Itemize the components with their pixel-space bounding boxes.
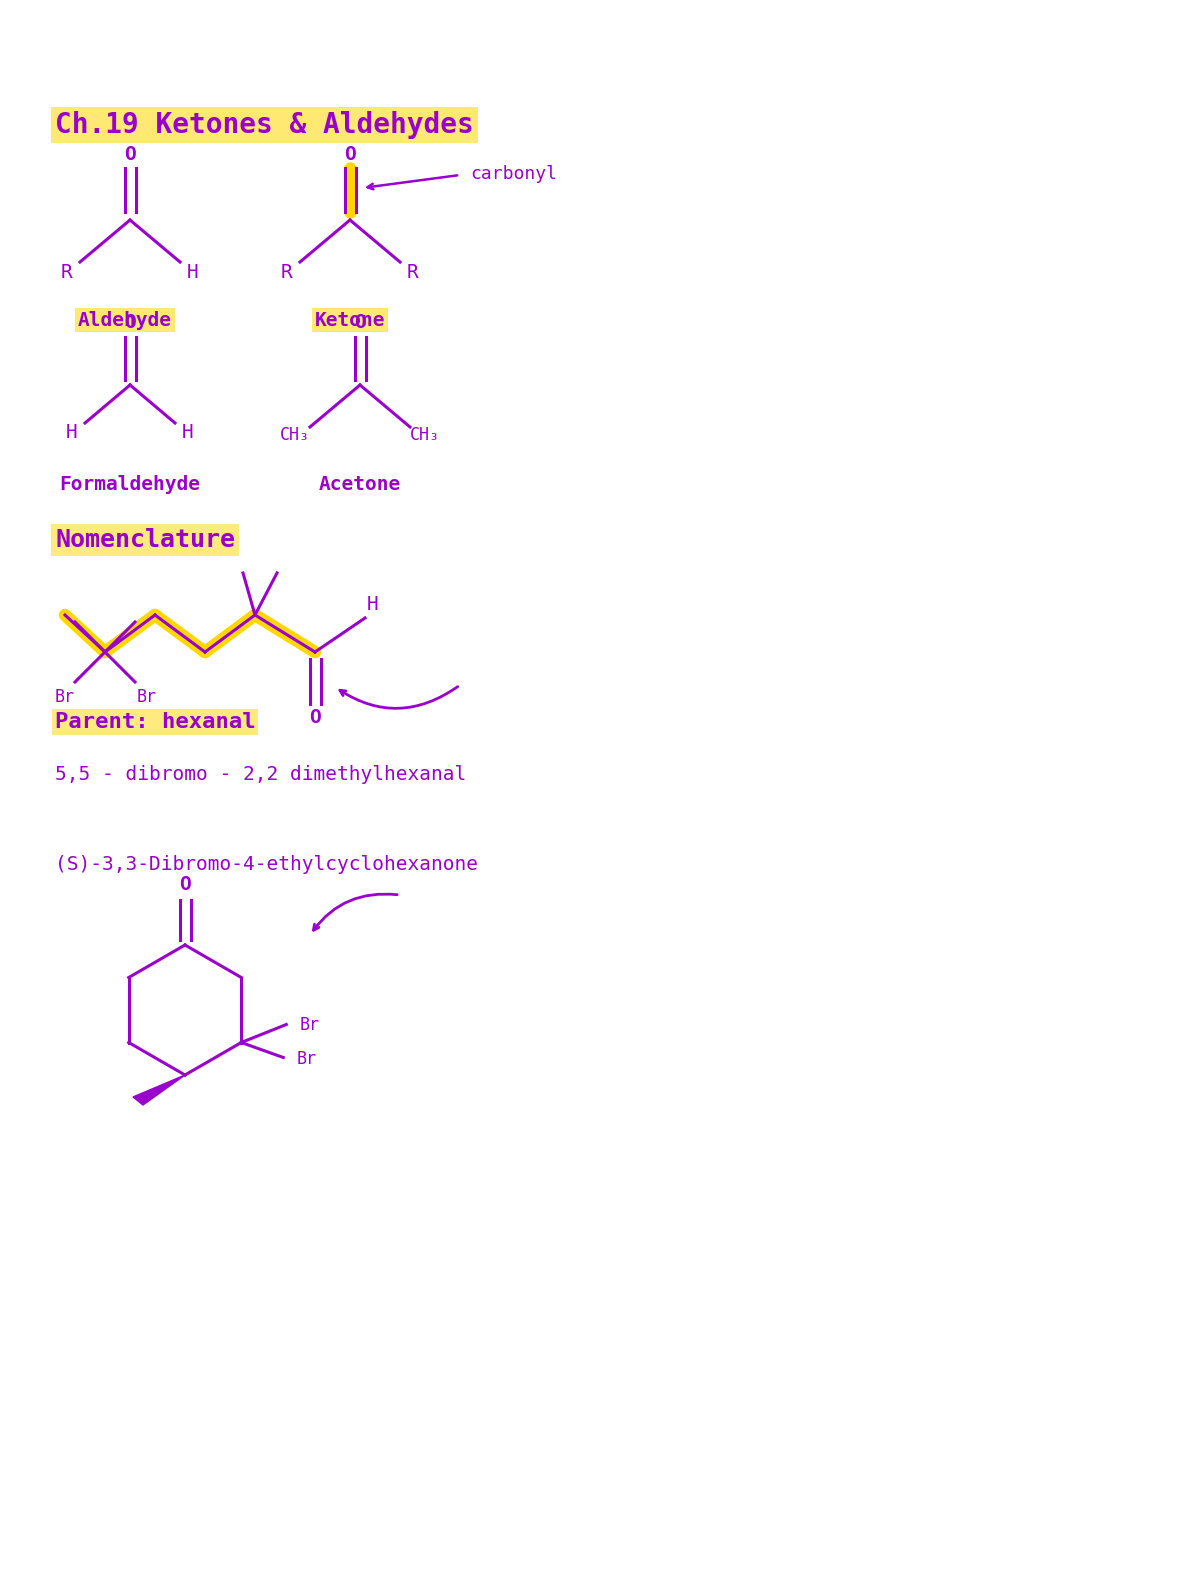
Text: Br: Br [55, 688, 74, 706]
Text: CH₃: CH₃ [280, 425, 310, 444]
Text: Formaldehyde: Formaldehyde [60, 476, 200, 495]
Text: 5,5 - dibromo - 2,2 dimethylhexanal: 5,5 - dibromo - 2,2 dimethylhexanal [55, 766, 467, 785]
Text: H: H [66, 424, 78, 443]
Text: R: R [61, 262, 73, 281]
Text: O: O [124, 314, 136, 333]
Text: carbonyl: carbonyl [470, 165, 557, 184]
Text: Aldehyde: Aldehyde [78, 311, 172, 330]
Text: H: H [182, 424, 194, 443]
Text: O: O [354, 314, 366, 333]
Text: Br: Br [299, 1016, 319, 1033]
Text: Parent: hexanal: Parent: hexanal [55, 713, 256, 732]
Polygon shape [133, 1075, 185, 1105]
Text: R: R [281, 262, 293, 281]
Text: R: R [407, 262, 419, 281]
Text: O: O [344, 146, 356, 165]
Text: H: H [187, 262, 199, 281]
Text: O: O [124, 146, 136, 165]
Text: Nomenclature: Nomenclature [55, 528, 235, 553]
Text: Ch.19 Ketones & Aldehydes: Ch.19 Ketones & Aldehydes [55, 111, 474, 140]
Text: H: H [367, 595, 379, 614]
Text: Br: Br [137, 688, 157, 706]
Text: O: O [310, 708, 320, 727]
Text: CH₃: CH₃ [410, 425, 440, 444]
Text: O: O [179, 876, 191, 895]
Text: Br: Br [296, 1049, 317, 1068]
Text: Ketone: Ketone [314, 311, 385, 330]
Text: (S)-3,3-Dibromo-4-ethylcyclohexanone: (S)-3,3-Dibromo-4-ethylcyclohexanone [55, 856, 478, 874]
Text: Acetone: Acetone [319, 476, 401, 495]
